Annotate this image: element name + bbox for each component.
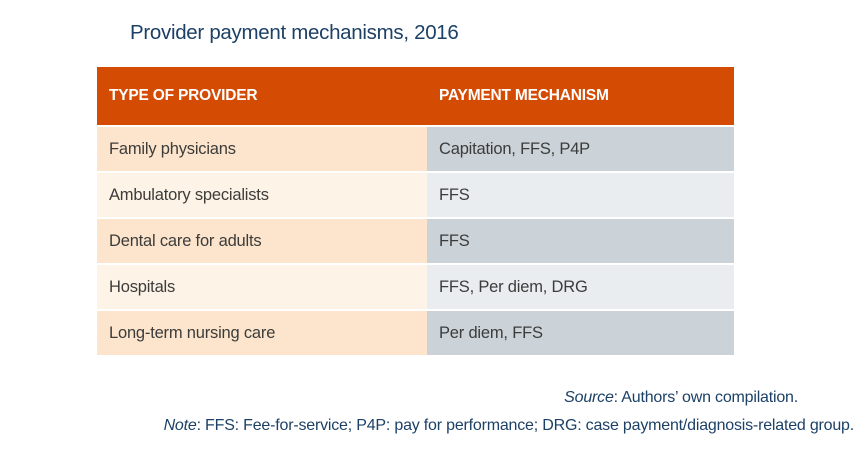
header-cell-mechanism: PAYMENT MECHANISM bbox=[439, 87, 609, 104]
source-text: : Authors’ own compilation. bbox=[613, 389, 799, 406]
source-line: Source: Authors’ own compilation. bbox=[564, 389, 798, 407]
note-text: : FFS: Fee-for-service; P4P: pay for per… bbox=[196, 417, 855, 434]
header-cell-provider: TYPE OF PROVIDER bbox=[109, 87, 258, 104]
table-row: Dental care for adults FFS bbox=[97, 219, 734, 263]
table-row: Long-term nursing care Per diem, FFS bbox=[97, 311, 734, 355]
cell-provider: Hospitals bbox=[97, 265, 427, 309]
cell-provider: Dental care for adults bbox=[97, 219, 427, 263]
cell-provider: Long-term nursing care bbox=[97, 311, 427, 355]
cell-mechanism: Capitation, FFS, P4P bbox=[427, 127, 734, 171]
table-row: Hospitals FFS, Per diem, DRG bbox=[97, 265, 734, 309]
table-row: Ambulatory specialists FFS bbox=[97, 173, 734, 217]
cell-mechanism: Per diem, FFS bbox=[427, 311, 734, 355]
cell-mechanism: FFS bbox=[427, 219, 734, 263]
table-row: Family physicians Capitation, FFS, P4P bbox=[97, 127, 734, 171]
cell-mechanism: FFS bbox=[427, 173, 734, 217]
table-header-row: TYPE OF PROVIDER PAYMENT MECHANISM bbox=[97, 67, 734, 125]
figure-title: Provider payment mechanisms, 2016 bbox=[130, 21, 459, 44]
cell-mechanism: FFS, Per diem, DRG bbox=[427, 265, 734, 309]
payment-table: TYPE OF PROVIDER PAYMENT MECHANISM Famil… bbox=[97, 67, 734, 355]
cell-provider: Family physicians bbox=[97, 127, 427, 171]
source-label: Source bbox=[564, 389, 614, 406]
table-body: Family physicians Capitation, FFS, P4P A… bbox=[97, 127, 734, 355]
note-label: Note bbox=[163, 417, 197, 434]
cell-provider: Ambulatory specialists bbox=[97, 173, 427, 217]
note-line: Note: FFS: Fee-for-service; P4P: pay for… bbox=[163, 417, 855, 435]
